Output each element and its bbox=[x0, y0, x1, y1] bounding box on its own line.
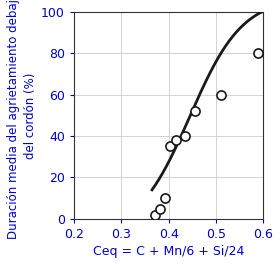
Point bbox=[168, 144, 173, 149]
Point bbox=[153, 213, 158, 217]
Point bbox=[218, 92, 223, 97]
Point bbox=[173, 138, 178, 142]
X-axis label: Ceq = C + Mn/6 + Si/24: Ceq = C + Mn/6 + Si/24 bbox=[93, 245, 244, 258]
Point bbox=[183, 134, 187, 138]
Point bbox=[157, 206, 162, 211]
Point bbox=[256, 51, 261, 55]
Y-axis label: Duración media del agrietamiento debajo
del cordón (%): Duración media del agrietamiento debajo … bbox=[7, 0, 37, 239]
Point bbox=[192, 109, 197, 113]
Point bbox=[163, 196, 167, 200]
